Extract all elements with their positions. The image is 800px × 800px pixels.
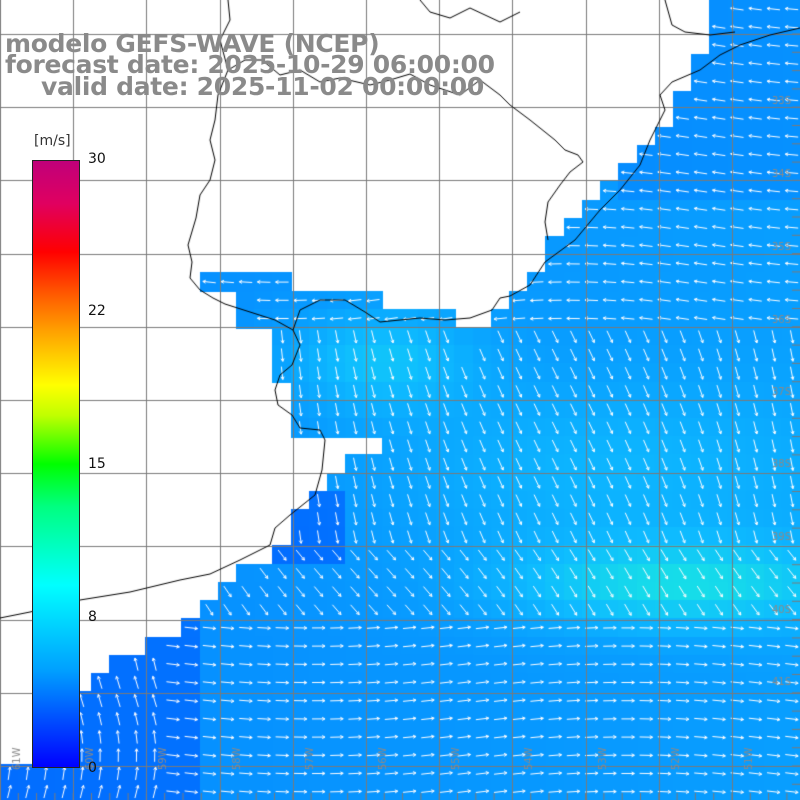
model-title: modelo GEFS-WAVE (NCEP) (5, 29, 380, 58)
valid-date: valid date: 2025-11-02 00:00:00 (41, 72, 484, 101)
colorbar-unit: [m/s] (34, 133, 71, 149)
colorbar-tick-30: 30 (88, 151, 106, 167)
colorbar (32, 160, 80, 768)
colorbar-tick-22: 22 (88, 303, 106, 319)
colorbar-tick-0: 0 (88, 760, 97, 776)
forecast-date: forecast date: 2025-10-29 06:00:00 (5, 50, 495, 79)
colorbar-tick-8: 8 (88, 609, 97, 625)
colorbar-tick-15: 15 (88, 456, 106, 472)
